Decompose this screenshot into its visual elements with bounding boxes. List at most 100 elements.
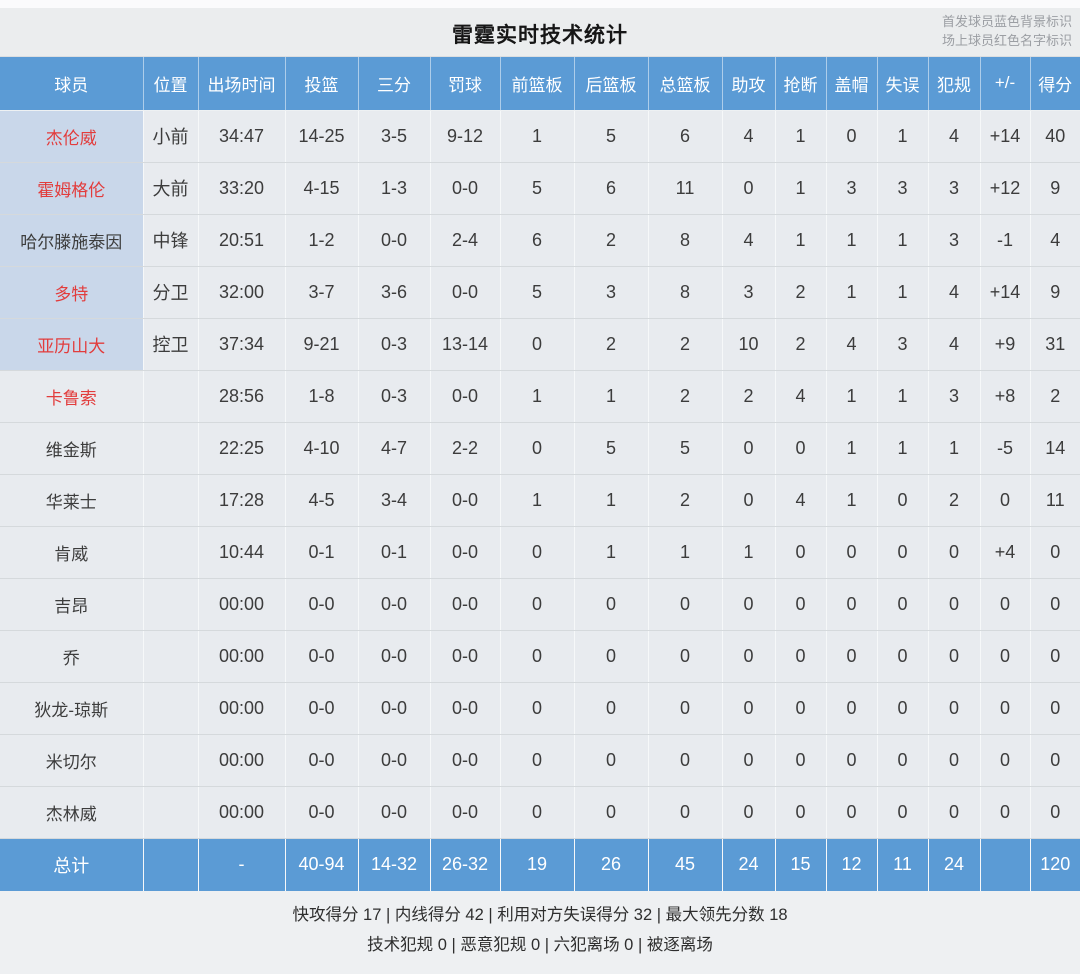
stat-cell: 0 <box>928 682 981 735</box>
player-name: 维金斯 <box>0 422 144 475</box>
table-row: 杰伦威 小前 34:47 14-25 3-5 9-12 1 5 6 4 1 0 1 4 +14 40 <box>0 110 1080 163</box>
stat-cell: 中锋 <box>143 214 199 267</box>
player-name: 米切尔 <box>0 734 144 787</box>
stat-cell: 5 <box>574 110 649 163</box>
totals-cell: 120 <box>1030 838 1080 891</box>
stat-cell: 2 <box>648 370 723 423</box>
totals-cell: 24 <box>722 838 776 891</box>
stat-cell: 1 <box>826 370 878 423</box>
stat-cell: 0 <box>500 422 575 475</box>
stat-cell: 0-3 <box>358 370 431 423</box>
stat-cell: 00:00 <box>198 682 286 735</box>
player-name: 多特 <box>0 266 144 319</box>
stat-cell: 0 <box>1030 526 1080 579</box>
stat-cell: 0-0 <box>430 266 501 319</box>
stat-cell: 3 <box>826 162 878 215</box>
table-row: 乔 00:00 0-0 0-0 0-0 0 0 0 0 0 0 0 0 0 0 <box>0 630 1080 683</box>
stat-cell: 0 <box>574 578 649 631</box>
stat-cell: 0 <box>648 630 723 683</box>
stat-cell: 2-4 <box>430 214 501 267</box>
stat-cell: 28:56 <box>198 370 286 423</box>
page-title: 雷霆实时技术统计 <box>452 24 628 47</box>
stat-cell: 9 <box>1030 266 1080 319</box>
stat-cell: 11 <box>1030 474 1080 527</box>
stat-cell: 0 <box>775 578 827 631</box>
stat-cell: 1 <box>877 110 929 163</box>
stat-cell: 2 <box>722 370 776 423</box>
stat-cell: 22:25 <box>198 422 286 475</box>
stat-cell: 2 <box>775 318 827 371</box>
stat-cell: 1 <box>826 266 878 319</box>
column-header: 盖帽 <box>826 57 878 111</box>
stat-cell: 0 <box>1030 786 1080 839</box>
stat-cell: 3 <box>877 318 929 371</box>
stat-cell: 4 <box>928 318 981 371</box>
stat-cell: 5 <box>648 422 723 475</box>
player-name: 亚历山大 <box>0 318 144 371</box>
stat-cell: 3 <box>877 162 929 215</box>
stat-cell: 1 <box>722 526 776 579</box>
stat-cell: 0 <box>500 318 575 371</box>
totals-cell: 26-32 <box>430 838 501 891</box>
stat-cell: 5 <box>500 266 575 319</box>
stat-cell: 0-0 <box>285 578 359 631</box>
stat-cell: 0 <box>928 734 981 787</box>
column-header: 三分 <box>358 57 431 111</box>
table-row: 肯威 10:44 0-1 0-1 0-0 0 1 1 1 0 0 0 0 +4 0 <box>0 526 1080 579</box>
stat-cell: 0 <box>877 526 929 579</box>
stat-cell: 20:51 <box>198 214 286 267</box>
stat-cell: 0 <box>500 786 575 839</box>
stat-cell <box>143 786 199 839</box>
stat-cell: 0-0 <box>430 578 501 631</box>
column-header: 位置 <box>143 57 199 111</box>
stat-cell: 0 <box>928 630 981 683</box>
stat-cell: 0 <box>826 526 878 579</box>
stat-cell: 2 <box>1030 370 1080 423</box>
stat-cell: 6 <box>574 162 649 215</box>
stat-cell: 0-0 <box>358 786 431 839</box>
stat-cell: 0 <box>775 734 827 787</box>
table-row: 卡鲁索 28:56 1-8 0-3 0-0 1 1 2 2 4 1 1 3 +8 2 <box>0 370 1080 423</box>
stat-cell: 0 <box>722 630 776 683</box>
column-header: 罚球 <box>430 57 501 111</box>
stat-cell: 0 <box>722 786 776 839</box>
stat-cell: 40 <box>1030 110 1080 163</box>
top-strip <box>0 0 1080 8</box>
stat-cell: 4 <box>775 370 827 423</box>
stat-cell: 4 <box>826 318 878 371</box>
stat-cell: 0 <box>722 578 776 631</box>
stat-cell: 9-12 <box>430 110 501 163</box>
stat-cell: 0-0 <box>285 786 359 839</box>
title-bar: 雷霆实时技术统计 首发球员蓝色背景标识 场上球员红色名字标识 <box>0 8 1080 57</box>
column-header: 抢断 <box>775 57 827 111</box>
stat-cell: 0 <box>648 786 723 839</box>
totals-row: 总计 -40-94 14-32 26-32 19 26 45 24 15 12 11 24 120 <box>0 838 1080 891</box>
stat-cell <box>143 630 199 683</box>
stat-cell: 1-8 <box>285 370 359 423</box>
stat-cell: 10 <box>722 318 776 371</box>
stat-cell: 0 <box>722 682 776 735</box>
player-name: 狄龙-琼斯 <box>0 682 144 735</box>
stat-cell: 0 <box>980 630 1031 683</box>
totals-cell: 24 <box>928 838 981 891</box>
stat-cell: 0 <box>574 734 649 787</box>
stat-cell: 0 <box>775 526 827 579</box>
stat-cell: 0 <box>1030 734 1080 787</box>
stat-cell: 控卫 <box>143 318 199 371</box>
stat-cell: 17:28 <box>198 474 286 527</box>
stat-cell: 0 <box>980 682 1031 735</box>
stat-cell: 1 <box>500 370 575 423</box>
stat-cell: 0 <box>980 786 1031 839</box>
stat-cell: 8 <box>648 266 723 319</box>
stat-cell: 0 <box>648 682 723 735</box>
stat-cell: 0 <box>1030 630 1080 683</box>
stat-cell <box>143 734 199 787</box>
player-name: 哈尔滕施泰因 <box>0 214 144 267</box>
stat-cell: 1 <box>877 214 929 267</box>
table-row: 霍姆格伦 大前 33:20 4-15 1-3 0-0 5 6 11 0 1 3 3 3 +12 9 <box>0 162 1080 215</box>
stat-cell: 3-5 <box>358 110 431 163</box>
stat-cell: 0-1 <box>285 526 359 579</box>
stat-cell: 1 <box>877 266 929 319</box>
stat-cell: 1 <box>574 526 649 579</box>
stat-cell: 2 <box>574 318 649 371</box>
